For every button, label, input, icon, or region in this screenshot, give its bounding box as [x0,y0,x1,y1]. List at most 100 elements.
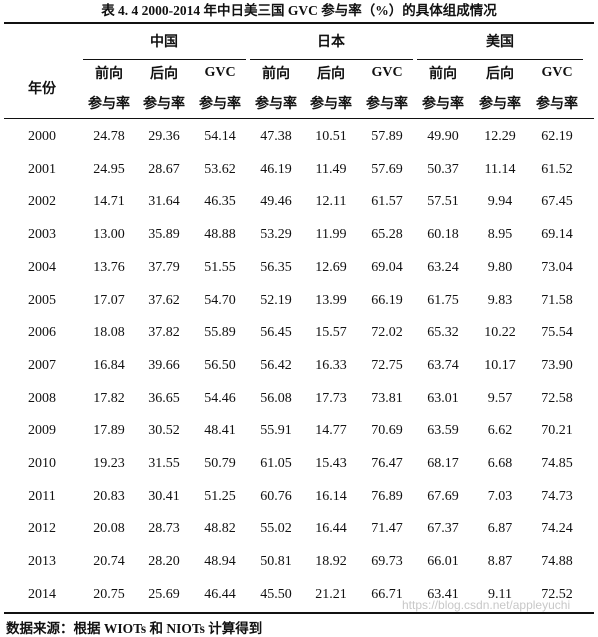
value-cell: 39.66 [148,357,180,373]
value-cell: 49.46 [260,194,292,210]
value-cell: 14.71 [93,194,125,210]
value-cell: 46.44 [204,586,236,602]
value-cell: 45.50 [260,586,292,602]
value-cell: 37.79 [148,259,180,275]
value-cell: 72.52 [541,586,573,602]
value-cell: 8.87 [487,554,513,570]
value-cell: 69.14 [541,227,573,243]
value-cell: 13.00 [93,227,125,243]
value-cell: 17.07 [93,292,125,308]
year-cell: 2010 [28,456,56,471]
value-cell: 67.45 [541,194,573,210]
value-cell: 61.05 [260,456,292,471]
value-cell: 72.75 [371,357,403,373]
value-cell: 54.14 [204,129,236,144]
value-cell: 74.73 [541,488,573,504]
year-cell: 2005 [28,292,56,308]
value-cell: 65.28 [371,227,403,243]
value-cell: 73.04 [541,259,573,275]
value-cell: 48.94 [204,554,236,570]
rule [250,59,413,60]
value-cell: 51.55 [204,259,236,275]
value-cell: 13.99 [315,292,347,308]
value-cell: 46.35 [204,194,236,210]
value-cell: 29.36 [148,129,180,144]
year-cell: 2013 [28,554,56,570]
value-cell: 12.29 [484,129,516,144]
rule [417,59,583,60]
group-header: 日本 [317,35,345,50]
value-cell: 61.75 [427,292,459,308]
value-cell: 11.99 [315,227,347,243]
source-note: 数据来源：根据 WIOTs 和 NIOTs 计算得到 [6,621,263,636]
value-cell: 9.80 [487,259,513,275]
value-cell: 69.73 [371,554,403,570]
value-cell: 10.51 [315,129,347,144]
value-cell: 30.52 [148,423,180,439]
value-cell: 36.65 [148,390,180,406]
year-cell: 2007 [28,357,56,373]
value-cell: 60.76 [260,488,292,504]
table-title: 表 4. 4 2000-2014 年中日美三国 GVC 参与率（%）的具体组成情… [101,3,497,18]
value-cell: 37.82 [148,325,180,341]
value-cell: 63.41 [427,586,459,602]
value-cell: 74.88 [541,554,573,570]
value-cell: 51.25 [204,488,236,504]
column-header: 前向 [262,67,290,82]
value-cell: 70.69 [371,423,403,439]
column-header: 参与率 [88,97,130,112]
value-cell: 61.52 [541,161,573,177]
value-cell: 25.69 [148,586,180,602]
value-cell: 50.79 [204,456,236,471]
value-cell: 48.82 [204,521,236,537]
value-cell: 49.90 [427,129,459,144]
year-cell: 2011 [28,488,56,504]
value-cell: 63.01 [427,390,459,406]
value-cell: 67.37 [427,521,459,537]
value-cell: 24.78 [93,129,125,144]
column-header: 参与率 [536,97,578,112]
value-cell: 70.21 [541,423,573,439]
value-cell: 76.89 [371,488,403,504]
value-cell: 17.89 [93,423,125,439]
value-cell: 57.89 [371,129,403,144]
value-cell: 9.57 [487,390,513,406]
value-cell: 20.75 [93,586,125,602]
year-cell: 2012 [28,521,56,537]
column-header: 后向 [150,67,178,82]
value-cell: 13.76 [93,259,125,275]
value-cell: 76.47 [371,456,403,471]
column-header: 参与率 [310,97,352,112]
column-header: 参与率 [255,97,297,112]
value-cell: 66.71 [371,586,403,602]
value-cell: 68.17 [427,456,459,471]
value-cell: 17.73 [315,390,347,406]
value-cell: 61.57 [371,194,403,210]
year-cell: 2008 [28,390,56,406]
value-cell: 6.87 [487,521,513,537]
rule [83,59,246,60]
value-cell: 67.69 [427,488,459,504]
value-cell: 60.18 [427,227,459,243]
value-cell: 16.44 [315,521,347,537]
value-cell: 73.81 [371,390,403,406]
column-header: 参与率 [199,97,241,112]
value-cell: 50.37 [427,161,459,177]
value-cell: 65.32 [427,325,459,341]
value-cell: 35.89 [148,227,180,243]
value-cell: 30.41 [148,488,180,504]
value-cell: 8.95 [487,227,513,243]
year-cell: 2006 [28,325,56,341]
value-cell: 12.11 [315,194,347,210]
value-cell: 20.74 [93,554,125,570]
value-cell: 54.70 [204,292,236,308]
value-cell: 47.38 [260,129,292,144]
value-cell: 28.20 [148,554,180,570]
value-cell: 55.02 [260,521,292,537]
group-header: 美国 [486,35,514,50]
value-cell: 28.67 [148,161,180,177]
value-cell: 24.95 [93,161,125,177]
value-cell: 74.85 [541,456,573,471]
value-cell: 9.83 [487,292,513,308]
